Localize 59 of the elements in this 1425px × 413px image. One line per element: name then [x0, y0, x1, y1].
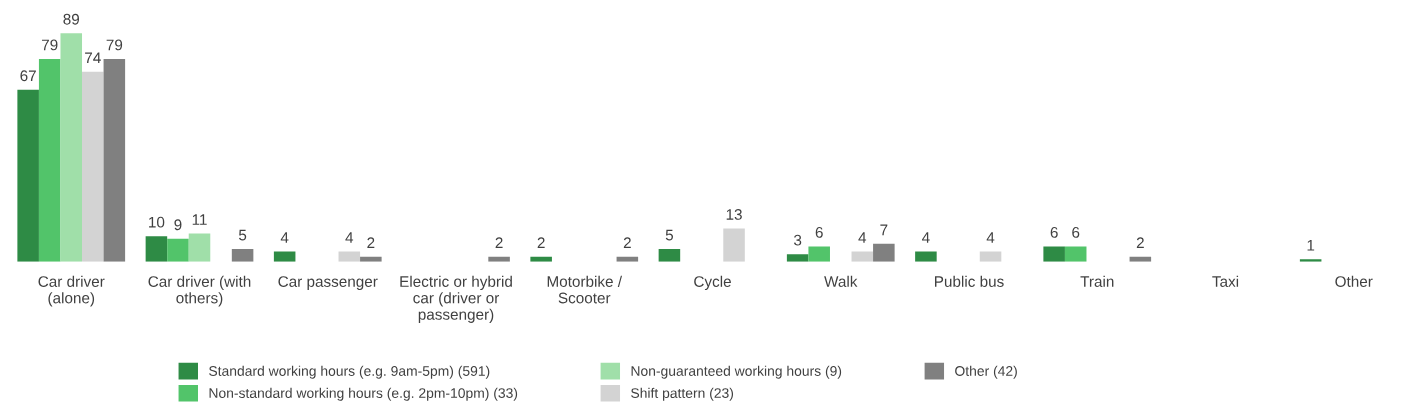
data-label: 4 — [922, 232, 930, 243]
bar — [17, 89, 39, 262]
data-label: 74 — [85, 52, 101, 64]
x-tick-label: Electric or hybrid car (driver or passenger) — [400, 275, 512, 323]
bar — [103, 58, 126, 262]
data-label: 2 — [1136, 237, 1144, 248]
x-tick-label: Public bus — [935, 275, 1004, 287]
x-tick-label: Car driver (alone) — [38, 275, 105, 307]
bar — [145, 236, 168, 262]
legend-label: Non-standard working hours (e.g. 2pm-10pm) (33) — [209, 387, 518, 401]
legend-label: Other (42) — [955, 365, 1017, 379]
data-label: 13 — [726, 209, 742, 220]
bar — [723, 228, 745, 262]
data-label: 67 — [20, 70, 36, 82]
data-label: 4 — [345, 232, 354, 243]
data-label: 79 — [41, 39, 58, 51]
x-tick-label: Other — [1335, 275, 1373, 287]
data-label: 6 — [1072, 227, 1080, 238]
bar — [60, 33, 83, 262]
data-label: 5 — [665, 229, 674, 241]
bar — [915, 251, 937, 262]
bar — [167, 238, 189, 262]
data-label: 4 — [858, 232, 867, 243]
x-tick-label: Cycle — [694, 275, 731, 290]
bar — [1043, 246, 1065, 262]
data-label: 7 — [880, 224, 888, 236]
data-label: 9 — [174, 219, 182, 231]
data-label: 4 — [986, 232, 995, 243]
bar — [38, 58, 61, 262]
x-tick-label: Train — [1080, 275, 1114, 287]
legend-label: Shift pattern (23) — [631, 387, 734, 401]
bar — [808, 246, 830, 262]
x-tick-label: Taxi — [1212, 275, 1239, 287]
data-label: 10 — [149, 216, 165, 228]
bar — [873, 243, 895, 262]
bar — [231, 249, 254, 262]
data-label: 2 — [495, 237, 503, 248]
data-label: 2 — [537, 237, 545, 248]
bar — [188, 233, 211, 262]
data-label: 2 — [623, 237, 631, 248]
data-label: 11 — [192, 214, 207, 225]
data-label: 89 — [63, 13, 80, 25]
bar — [658, 249, 681, 262]
x-tick-label: Car passenger — [278, 276, 378, 290]
bar — [1064, 246, 1087, 262]
data-label: 5 — [238, 229, 247, 241]
data-label: 1 — [1307, 240, 1315, 251]
x-tick-label: Motorbike / Scooter — [547, 275, 623, 304]
data-label: 6 — [815, 227, 823, 238]
data-label: 3 — [793, 234, 802, 246]
x-tick-label: Walk — [824, 275, 858, 287]
bar — [82, 71, 104, 262]
data-label: 2 — [367, 237, 375, 248]
data-label: 6 — [1050, 227, 1058, 238]
data-label: 79 — [106, 39, 123, 51]
x-tick-label: Car driver (with others) — [148, 275, 251, 307]
legend-label: Non-guaranteed working hours (9) — [631, 365, 842, 379]
legend-label: Standard working hours (e.g. 9am-5pm) (591) — [209, 365, 490, 379]
data-label: 4 — [280, 232, 289, 243]
